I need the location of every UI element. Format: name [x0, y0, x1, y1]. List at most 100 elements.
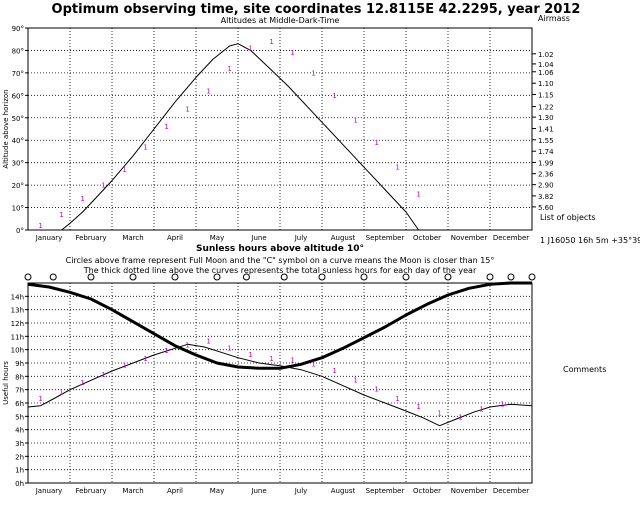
hours-month-label: July — [294, 487, 308, 495]
airmass-tick-label: 1.15 — [538, 91, 554, 99]
moon-proximity-marker: 1 — [122, 166, 126, 174]
hours-month-label: April — [167, 487, 183, 495]
moon-proximity-marker: 1 — [269, 355, 273, 363]
airmass-tick-label: 1.41 — [538, 126, 554, 134]
altitude-ytick-label: 30° — [12, 160, 24, 168]
full-moon-circle — [171, 273, 179, 281]
altitude-chart: Altitudes at Middle-Dark-Time January Febr… — [2, 14, 570, 242]
hours-ytick-label: 5h — [15, 413, 24, 421]
moon-proximity-marker: 1 — [227, 344, 231, 352]
altitude-month-label: July — [294, 234, 308, 242]
moon-proximity-marker: 1 — [143, 143, 147, 151]
moon-proximity-marker: 1 — [101, 182, 105, 190]
airmass-tick-label: 1.06 — [538, 69, 554, 77]
airmass-tick-label: 1.74 — [538, 148, 554, 156]
moon-proximity-marker: 1 — [290, 356, 294, 364]
object-entry[interactable]: 1 J16050 16h 5m +35°39' — [540, 236, 640, 245]
airmass-tick-label: 1.55 — [538, 137, 554, 145]
altitude-month-label: April — [167, 234, 183, 242]
moon-proximity-marker: 1 — [374, 139, 378, 147]
moon-proximity-marker: 1 — [101, 371, 105, 379]
altitude-chart-title: Altitudes at Middle-Dark-Time — [221, 16, 340, 25]
altitude-month-label: November — [451, 234, 488, 242]
hours-ytick-label: 1h — [15, 467, 24, 475]
hours-month-label: December — [493, 487, 529, 495]
moon-proximity-marker: 1 — [206, 338, 210, 346]
full-moon-circle — [402, 273, 410, 281]
hours-month-label: November — [451, 487, 488, 495]
altitude-month-label: February — [75, 234, 106, 242]
altitude-ytick-label: 80° — [12, 47, 24, 55]
altitude-month-label: June — [250, 234, 266, 242]
hours-chart-title: Sunless hours above altitude 10° — [196, 244, 364, 254]
airmass-tick-label: 1.04 — [538, 61, 554, 69]
moon-proximity-marker: 1 — [80, 379, 84, 387]
moon-proximity-marker: 1 — [80, 195, 84, 203]
hours-ytick-label: 7h — [15, 387, 24, 395]
moon-proximity-marker: 1 — [143, 355, 147, 363]
full-moon-circle — [318, 273, 326, 281]
airmass-tick-label: 1.22 — [538, 104, 554, 112]
moon-proximity-marker: 1 — [164, 347, 168, 355]
full-moon-circle — [87, 273, 95, 281]
altitude-month-label: January — [35, 234, 63, 242]
moon-proximity-marker: 1 — [353, 117, 357, 125]
altitude-month-label: December — [493, 234, 529, 242]
hours-chart-subtitle-2: The thick dotted line above the curves r… — [83, 266, 477, 275]
moon-proximity-marker: 1 — [38, 222, 42, 230]
altitude-month-label: May — [210, 234, 224, 242]
full-moon-circle — [528, 273, 536, 281]
moon-proximity-marker: 1 — [227, 65, 231, 73]
moon-proximity-marker: 1 — [311, 360, 315, 368]
full-moon-circle — [280, 273, 288, 281]
airmass-tick-label: 1.30 — [538, 114, 554, 122]
hours-month-label: October — [413, 487, 441, 495]
moon-proximity-marker: 1 — [122, 362, 126, 370]
comments-label: Comments — [563, 365, 606, 374]
airmass-tick-label: 3.82 — [538, 193, 554, 201]
hours-ytick-label: 2h — [15, 453, 24, 461]
hours-ytick-label: 14h — [11, 293, 24, 301]
altitude-ytick-label: 90° — [12, 25, 24, 33]
hours-month-label: January — [35, 487, 63, 495]
hours-ytick-label: 3h — [15, 440, 24, 448]
hours-ytick-label: 0h — [15, 480, 24, 488]
altitude-month-label: March — [122, 234, 143, 242]
hours-month-label: June — [250, 487, 266, 495]
moon-proximity-marker: 1 — [353, 376, 357, 384]
hours-ytick-label: 6h — [15, 400, 24, 408]
hours-ytick-label: 8h — [15, 373, 24, 381]
altitude-ytick-label: 0° — [16, 227, 24, 235]
object-list-title: List of objects — [540, 213, 596, 222]
altitude-ytick-label: 60° — [12, 92, 24, 100]
altitude-ytick-label: 20° — [12, 182, 24, 190]
airmass-tick-label: 2.90 — [538, 182, 554, 190]
moon-proximity-marker: 1 — [416, 191, 420, 199]
hours-ytick-label: 13h — [11, 307, 24, 315]
moon-proximity-marker: 1 — [185, 105, 189, 113]
altitude-month-label: August — [331, 234, 356, 242]
full-moon-circle — [486, 273, 494, 281]
moon-proximity-marker: 1 — [248, 351, 252, 359]
moon-proximity-marker: 1 — [437, 410, 441, 418]
hours-chart-subtitle-1: Circles above frame represent Full Moon … — [66, 256, 495, 265]
page-title: Optimum observing time, site coordinates… — [52, 2, 581, 17]
moon-proximity-marker: 1 — [395, 164, 399, 172]
hours-ytick-label: 9h — [15, 360, 24, 368]
useful-hours-curve — [27, 343, 533, 427]
total-sunless-hours-curve — [27, 281, 532, 370]
full-moon-circle — [444, 273, 452, 281]
moon-proximity-marker: 1 — [164, 123, 168, 131]
full-moon-circle — [507, 273, 515, 281]
moon-proximity-marker: 1 — [332, 92, 336, 100]
altitude-month-label: September — [366, 234, 405, 242]
moon-proximity-marker: 1 — [206, 87, 210, 95]
moon-proximity-marker: 1 — [416, 403, 420, 411]
moon-proximity-marker: 1 — [290, 49, 294, 57]
hours-ytick-label: 12h — [11, 320, 24, 328]
hours-ytick-label: 11h — [11, 333, 24, 341]
moon-proximity-marker: 1 — [38, 395, 42, 403]
moon-proximity-marker: 1 — [185, 342, 189, 350]
altitude-curve — [61, 43, 420, 231]
altitude-ytick-label: 50° — [12, 115, 24, 123]
